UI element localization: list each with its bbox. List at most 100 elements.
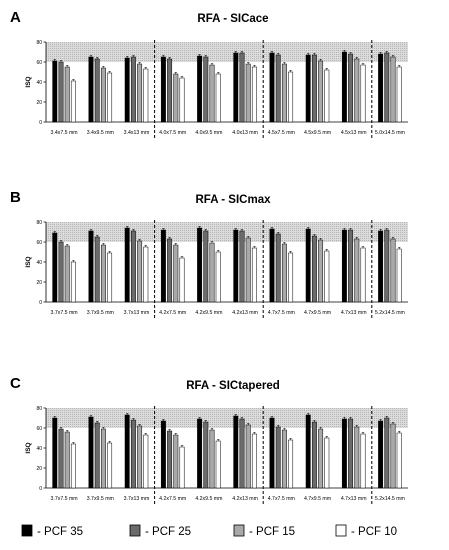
legend-swatch bbox=[129, 524, 141, 537]
bar bbox=[94, 422, 100, 489]
category-label: 4.5x9.5 mm bbox=[304, 130, 331, 136]
bar bbox=[269, 417, 275, 489]
legend-label: - PCF 15 bbox=[249, 526, 295, 538]
bar bbox=[64, 245, 70, 303]
reference-band bbox=[46, 222, 408, 242]
reference-band bbox=[46, 408, 408, 428]
y-tick-label: 0 bbox=[39, 300, 42, 306]
category-label: 3.7x7.5 mm bbox=[51, 310, 78, 316]
bar bbox=[233, 229, 239, 303]
category-label: 4.5x13 mm bbox=[341, 130, 367, 136]
bar bbox=[137, 240, 143, 303]
bar bbox=[203, 421, 209, 489]
category-label: 4.2x9.5 mm bbox=[195, 496, 222, 502]
bar bbox=[390, 238, 396, 303]
category-label: 4.2x7.5 mm bbox=[159, 496, 186, 502]
bar bbox=[318, 239, 324, 303]
y-axis-label: ISQ bbox=[25, 442, 32, 453]
bar bbox=[390, 56, 396, 123]
category-label: 5.0x14.5 mm bbox=[375, 130, 405, 136]
bar bbox=[275, 54, 281, 123]
bar bbox=[324, 69, 330, 123]
bar bbox=[209, 242, 215, 303]
bar bbox=[107, 252, 113, 303]
bar bbox=[88, 56, 94, 123]
bar bbox=[239, 52, 245, 123]
bar bbox=[360, 433, 366, 489]
bar bbox=[58, 241, 64, 303]
bar bbox=[281, 243, 287, 303]
bar bbox=[130, 230, 136, 303]
bar bbox=[179, 257, 185, 303]
bar bbox=[197, 227, 203, 303]
bar bbox=[88, 416, 94, 489]
legend-swatch bbox=[233, 524, 245, 537]
bar bbox=[179, 77, 185, 123]
legend-item: - PCF 35 bbox=[21, 524, 83, 538]
bar bbox=[384, 52, 390, 123]
category-label: 4.2x13 mm bbox=[232, 310, 258, 316]
bar bbox=[269, 52, 275, 123]
bar bbox=[137, 425, 143, 489]
bar bbox=[130, 56, 136, 123]
bar bbox=[173, 434, 179, 489]
category-label: 4.7x13 mm bbox=[341, 310, 367, 316]
panel-b: B RFA - SICmax 0 20 40 60 80 ISQ 3.7x7.5 mm 3.7x9… bbox=[10, 189, 408, 318]
category-label: 3.4x9.5 mm bbox=[87, 130, 114, 136]
bar bbox=[64, 431, 70, 489]
y-tick-label: 0 bbox=[39, 120, 42, 126]
bar bbox=[197, 55, 203, 123]
bar bbox=[70, 261, 76, 303]
bar bbox=[324, 437, 330, 489]
bar bbox=[275, 426, 281, 489]
legend-item: - PCF 15 bbox=[233, 524, 295, 538]
panel-c: C RFA - SICtapered 0 20 40 60 80 ISQ 3.7x7.5 mm 3… bbox=[10, 375, 408, 504]
bar bbox=[378, 230, 384, 303]
bar bbox=[215, 73, 221, 123]
bar bbox=[251, 433, 257, 489]
bar bbox=[52, 60, 58, 123]
bar bbox=[58, 428, 64, 489]
bar bbox=[360, 64, 366, 123]
panel-letter: A bbox=[10, 9, 21, 26]
bar bbox=[100, 428, 106, 489]
bar bbox=[378, 420, 384, 489]
bar bbox=[354, 426, 360, 489]
legend-item: - PCF 25 bbox=[129, 524, 191, 538]
bar bbox=[203, 230, 209, 303]
panel-title: RFA - SICace bbox=[197, 13, 268, 25]
category-label: 4.2x13 mm bbox=[232, 496, 258, 502]
bar bbox=[64, 66, 70, 123]
bar bbox=[354, 58, 360, 123]
legend-label: - PCF 35 bbox=[37, 526, 83, 538]
y-tick-label: 80 bbox=[36, 40, 42, 46]
y-tick-label: 80 bbox=[36, 220, 42, 226]
bar bbox=[239, 418, 245, 489]
bar bbox=[167, 238, 173, 303]
bar bbox=[233, 52, 239, 123]
bar bbox=[281, 429, 287, 489]
bar bbox=[311, 421, 317, 489]
bar bbox=[70, 80, 76, 123]
bar bbox=[124, 414, 130, 489]
bar bbox=[88, 230, 94, 303]
bar bbox=[348, 229, 354, 303]
bar bbox=[239, 230, 245, 303]
bar bbox=[348, 53, 354, 123]
bar bbox=[396, 248, 402, 303]
bar bbox=[318, 428, 324, 489]
category-label: 4.7x13 mm bbox=[341, 496, 367, 502]
category-label: 3.4x13 mm bbox=[124, 130, 150, 136]
bar bbox=[318, 60, 324, 123]
legend-label: - PCF 10 bbox=[351, 526, 397, 538]
category-label: 4.7x9.5 mm bbox=[304, 310, 331, 316]
category-label: 3.7x7.5 mm bbox=[51, 496, 78, 502]
bar bbox=[143, 434, 149, 489]
bar bbox=[269, 228, 275, 303]
bar bbox=[100, 244, 106, 303]
category-label: 4.0x13 mm bbox=[232, 130, 258, 136]
bar bbox=[130, 419, 136, 489]
category-label: 3.7x13 mm bbox=[124, 496, 150, 502]
legend-swatch bbox=[21, 524, 33, 537]
category-label: 4.7x9.5 mm bbox=[304, 496, 331, 502]
